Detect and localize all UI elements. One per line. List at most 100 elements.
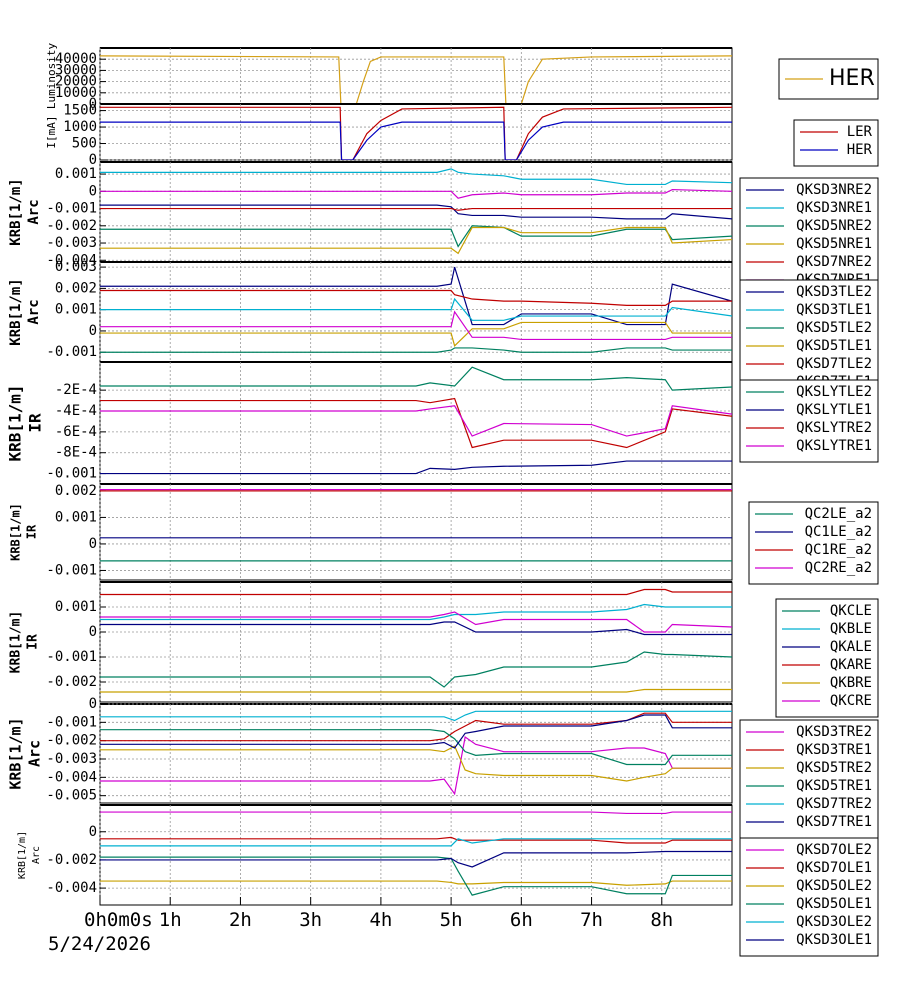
series-line — [100, 710, 732, 722]
series-line — [100, 588, 732, 596]
series-line — [100, 55, 732, 104]
y-tick-label: -8E-4 — [55, 445, 97, 461]
plot-area — [100, 168, 732, 255]
y-tick-label: -4E-4 — [55, 403, 97, 419]
series-line — [100, 226, 732, 255]
y-axis-label: IR — [26, 413, 45, 433]
y-tick-label: 10000 — [55, 85, 97, 101]
y-tick-label: 0 — [89, 624, 97, 640]
y-axis-label: I[mA] — [45, 115, 58, 148]
y-tick-label: 0 — [89, 824, 97, 840]
y-axis-label: KRB[1/m] — [17, 831, 28, 879]
x-tick-label: 4h — [369, 909, 392, 931]
y-tick-label: 0 — [89, 96, 97, 112]
series-line — [100, 204, 732, 220]
legend-label: QKSD5TRE2 — [796, 760, 872, 776]
series-line — [100, 621, 732, 636]
y-tick-label: 0 — [89, 323, 97, 339]
y-tick-label: -0.001 — [46, 201, 97, 217]
legend-label: QKSD7NRE2 — [796, 254, 872, 270]
y-tick-label: 40000 — [55, 51, 97, 67]
legend-box — [793, 119, 879, 167]
legend-label: QKSD3NRE1 — [796, 200, 872, 216]
series-line — [100, 745, 732, 782]
y-tick-label: 0.001 — [55, 166, 97, 182]
legend-box — [739, 279, 879, 399]
series-line — [100, 121, 732, 160]
y-tick-label: -6E-4 — [55, 424, 97, 440]
y-axis-label: KRB[1/m] — [9, 503, 23, 561]
legend-label: QKSD5OLE1 — [796, 896, 872, 912]
x-tick-label: 6h — [510, 909, 533, 931]
legend-label: QKSD7TRE2 — [796, 796, 872, 812]
x-tick-label: 7h — [580, 909, 603, 931]
y-tick-label: -0.001 — [46, 344, 97, 360]
legend-label: QKBLE — [830, 621, 872, 637]
y-tick-label: -0.005 — [46, 788, 97, 804]
legend-label: QKSD7OLE1 — [796, 860, 872, 876]
y-tick-label: 0 — [89, 536, 97, 552]
legend-label: LER — [847, 124, 873, 140]
series-line — [100, 168, 732, 186]
y-tick-label: 0.001 — [55, 509, 97, 525]
legend-label: QKSD3NRE2 — [796, 182, 872, 198]
y-tick-label: -0.002 — [46, 218, 97, 234]
series-line — [100, 366, 732, 391]
legend-label: QKSD3TRE1 — [796, 742, 872, 758]
y-tick-label: -0.002 — [46, 674, 97, 690]
plot-area — [100, 55, 732, 104]
series-line — [100, 729, 732, 766]
legend-label: QKBRE — [830, 675, 872, 691]
y-tick-label: 0.001 — [55, 599, 97, 615]
legend-label: QKSD5TLE2 — [796, 320, 872, 336]
legend-label: QKSD5TLE1 — [796, 338, 872, 354]
series-line — [100, 880, 732, 886]
legend-label: QKSD7TLE2 — [796, 356, 872, 372]
x-tick-label: 1h — [159, 909, 182, 931]
y-tick-label: 30000 — [55, 62, 97, 78]
legend-label: QKSD5NRE1 — [796, 236, 872, 252]
legend-label: QKARE — [830, 657, 872, 673]
y-tick-label: -0.003 — [46, 751, 97, 767]
y-tick-label: -0.002 — [46, 852, 97, 868]
plot-area — [100, 106, 732, 160]
y-tick-label: -0.001 — [46, 466, 97, 482]
series-line — [100, 347, 732, 353]
plot-area — [100, 366, 732, 475]
legend-label: QKSLYTLE1 — [796, 402, 872, 418]
y-tick-label: -0.002 — [46, 733, 97, 749]
legend-label: QKSD5TRE1 — [796, 778, 872, 794]
y-tick-label: 0 — [89, 152, 97, 168]
series-line — [100, 405, 732, 437]
legend-box — [739, 837, 879, 957]
legend-label: QKSD3OLE2 — [796, 914, 872, 930]
y-tick-label: 20000 — [55, 74, 97, 90]
y-axis-label: KRB[1/m] — [9, 611, 24, 674]
series-line — [100, 188, 732, 199]
legend-label: QC1LE_a2 — [805, 524, 872, 540]
series-line — [100, 460, 732, 475]
y-tick-label: 0 — [89, 183, 97, 199]
y-axis-label: KRB[1/m] — [8, 278, 24, 345]
series-line — [100, 688, 732, 693]
x-tick-label: 5h — [440, 909, 463, 931]
legend-label: QC2RE_a2 — [805, 560, 872, 576]
legend-label: QC2LE_a2 — [805, 506, 872, 522]
series-line — [100, 310, 732, 341]
series-line — [100, 106, 732, 160]
x-tick-label: 0h0m0s — [84, 909, 153, 931]
y-axis-label: IR — [26, 634, 41, 650]
y-tick-label: 0.002 — [55, 280, 97, 296]
y-tick-label: 1500 — [63, 103, 97, 119]
y-axis-label: Arc — [26, 299, 42, 324]
series-line — [100, 289, 732, 307]
y-axis-label: Luminosity — [45, 43, 58, 110]
legend-label: HER — [829, 66, 875, 91]
legend-label: QKSD3TRE2 — [796, 724, 872, 740]
y-axis-label: KRB[1/m] — [7, 717, 25, 789]
series-line — [100, 735, 732, 796]
x-tick-label: 2h — [229, 909, 252, 931]
legend-label: QKCLE — [830, 603, 872, 619]
y-tick-label: 0.003 — [55, 259, 97, 275]
plot-area — [100, 588, 732, 693]
